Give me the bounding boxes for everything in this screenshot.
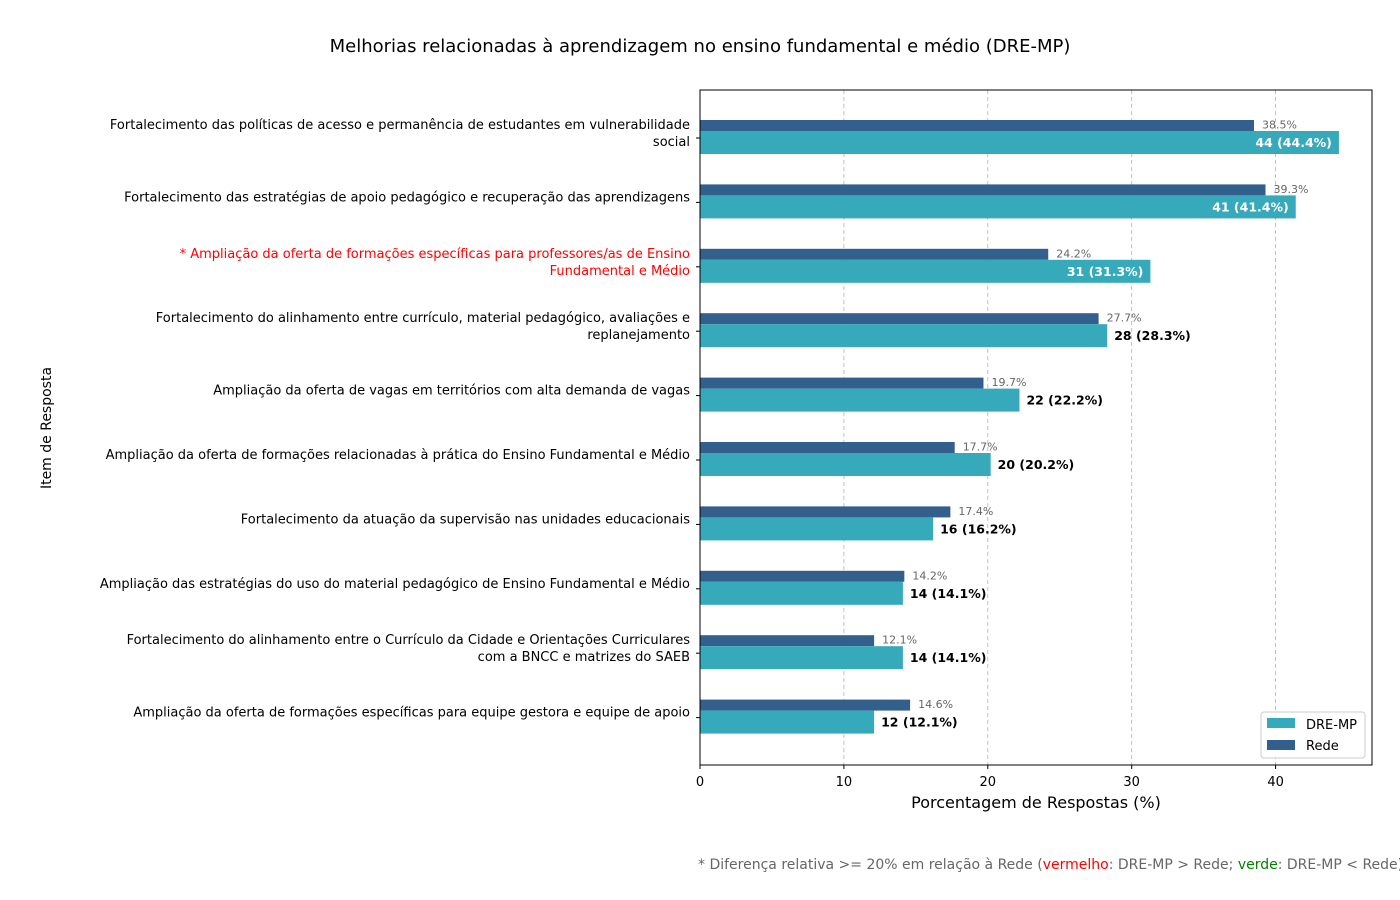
data-label-dre-mp: 28 (28.3%) [1114,328,1191,343]
chart-title: Melhorias relacionadas à aprendizagem no… [330,36,1071,57]
bar-dre-mp [700,646,903,670]
category-label: com a BNCC e matrizes do SAEB [478,650,690,665]
category-label: Ampliação da oferta de formações relacio… [106,448,690,463]
bars: 38.5% 44 (44.4%) 39.3% 41 (41.4%) 24.2% 31 (3… [700,119,1339,734]
category-label: Fundamental e Médio [550,264,690,279]
footnote-prefix: * Diferença relativa >= 20% em relação à… [698,857,1043,873]
data-label-dre-mp: 22 (22.2%) [1026,393,1103,408]
data-label-rede: 12.1% [882,634,917,647]
category-label: replanejamento [587,328,690,343]
data-label-rede: 17.4% [958,505,993,518]
data-label-rede: 27.7% [1107,312,1142,325]
category-label: Ampliação da oferta de vagas em territór… [213,384,690,399]
legend: DRE-MP Rede [1260,711,1366,759]
bar-dre-mp [700,259,1151,283]
bar-dre-mp [700,710,875,734]
category-label: Fortalecimento das estratégias de apoio … [124,190,690,205]
bar-rede [700,570,905,582]
data-label-dre-mp: 14 (14.1%) [910,586,987,601]
x-axis-ticks: 0 10 20 30 40 [696,765,1284,790]
legend-label-rede: Rede [1306,739,1339,754]
footnote-middle: : DRE-MP > Rede; [1108,857,1238,873]
x-tick-label: 0 [696,775,704,790]
bar-dre-mp [700,131,1339,154]
bar-rede [700,699,911,711]
x-tick-label: 30 [1123,775,1140,790]
bar-rede [700,120,1255,131]
data-label-dre-mp: 16 (16.2%) [940,521,1017,536]
x-tick-label: 20 [980,775,997,790]
category-label: Fortalecimento da atuação da supervisão … [241,512,690,527]
bar-rede [700,635,875,647]
category-label: Fortalecimento do alinhamento entre o Cu… [127,633,691,648]
data-label-dre-mp: 20 (20.2%) [998,457,1075,472]
data-label-rede: 24.2% [1056,247,1091,260]
footnote-suffix: : DRE-MP < Rede) [1277,857,1400,873]
bar-dre-mp [700,517,934,541]
footnote: * Diferença relativa >= 20% em relação à… [698,857,1400,873]
plot-frame [699,89,1373,766]
category-labels: Fortalecimento das políticas de acesso e… [100,118,700,721]
bar-dre-mp [700,581,903,605]
category-label: Fortalecimento das políticas de acesso e… [110,118,690,133]
data-label-dre-mp: 44 (44.4%) [1255,135,1332,150]
category-label: * Ampliação da oferta de formações espec… [180,247,690,262]
x-axis-label: Porcentagem de Respostas (%) [911,793,1161,812]
category-label: Ampliação da oferta de formações específ… [133,706,690,721]
data-label-dre-mp: 14 (14.1%) [910,650,987,665]
bar-rede [700,313,1099,325]
bar-dre-mp [700,453,991,476]
bar-rede [700,506,951,518]
x-tick-label: 40 [1267,775,1284,790]
bar-rede [700,442,955,453]
data-label-dre-mp: 41 (41.4%) [1212,199,1289,214]
data-label-rede: 14.2% [912,569,947,582]
footnote-red-word: vermelho [1042,857,1109,873]
data-label-rede: 14.6% [918,698,953,711]
legend-label-dre-mp: DRE-MP [1306,718,1357,733]
bar-dre-mp [700,324,1108,348]
bar-dre-mp [700,388,1020,412]
data-label-rede: 39.3% [1274,183,1309,196]
x-tick-label: 10 [836,775,853,790]
y-axis-label: Item de Resposta [39,367,55,489]
data-label-rede: 19.7% [991,376,1026,389]
bar-rede [700,248,1049,260]
legend-swatch-rede [1267,740,1295,750]
bar-rede [700,184,1266,196]
footnote-green-word: verde [1237,857,1278,873]
category-label: Ampliação das estratégias do uso do mate… [100,577,690,592]
data-label-rede: 38.5% [1262,119,1297,132]
legend-swatch-dre-mp [1267,718,1295,728]
data-label-dre-mp: 31 (31.3%) [1067,264,1144,279]
bar-dre-mp [700,195,1296,219]
data-label-rede: 17.7% [963,441,998,454]
category-label: social [653,135,690,150]
category-label: Fortalecimento do alinhamento entre curr… [156,311,690,326]
bar-rede [700,377,984,389]
data-label-dre-mp: 12 (12.1%) [881,715,958,730]
